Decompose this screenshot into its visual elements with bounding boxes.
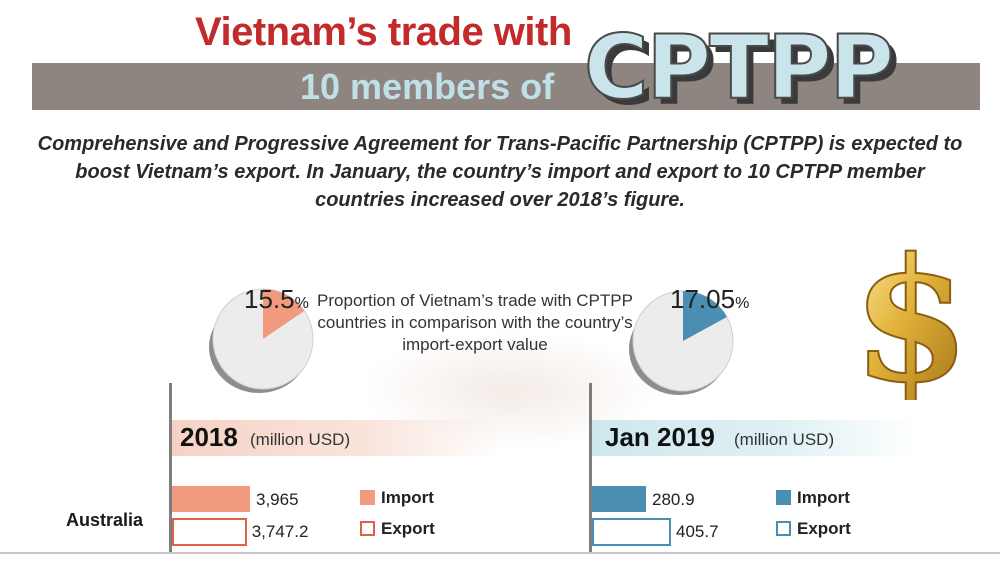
legend-swatch-2018-export bbox=[360, 521, 375, 536]
legend-swatch-2018-import bbox=[360, 490, 375, 505]
pie-unit-2018: % bbox=[294, 295, 309, 312]
legend-text-2018-export: Export bbox=[381, 519, 435, 538]
cptpp-heading-shadow: CPTPP bbox=[590, 22, 898, 116]
bar-label-2018-export: 3,747.2 bbox=[251, 522, 309, 541]
pie-unit-jan-2019: % bbox=[735, 295, 750, 312]
dollar-sign-icon: $ bbox=[851, 220, 971, 400]
proportion-note: Proportion of Vietnam’s trade with CPTPP… bbox=[317, 291, 633, 354]
period-unit-2018: (million USD) bbox=[250, 430, 351, 449]
title-line-1: Vietnam’s trade with bbox=[195, 10, 572, 54]
period-band-2018 bbox=[170, 420, 500, 456]
pie-chart-jan-2019 bbox=[629, 290, 734, 395]
pie-label-2018: 15.5% bbox=[244, 284, 309, 315]
legend-text-jan-2019-export: Export bbox=[797, 519, 851, 538]
period-title-2018: 2018 bbox=[180, 422, 238, 452]
pie-value-2018: 15.5 bbox=[244, 284, 295, 314]
cptpp-heading: CPTPP CPTPP bbox=[584, 16, 900, 116]
bar-jan-2019-import bbox=[592, 486, 646, 512]
bar-jan-2019-export bbox=[592, 518, 671, 546]
axis-line-jan-2019 bbox=[589, 383, 592, 553]
bottom-rule bbox=[0, 552, 1000, 554]
title-band bbox=[32, 63, 980, 110]
cptpp-heading-text: CPTPP bbox=[584, 16, 892, 116]
pie-value-jan-2019: 17.05 bbox=[670, 284, 736, 314]
axis-line-2018 bbox=[169, 383, 172, 553]
bar-2018-import bbox=[172, 486, 250, 512]
period-unit-jan-2019: (million USD) bbox=[734, 430, 835, 449]
legend-swatch-jan-2019-import bbox=[776, 490, 791, 505]
legend-text-2018-import: Import bbox=[381, 488, 434, 507]
pie-slice-jan-2019 bbox=[683, 291, 727, 341]
bar-label-jan-2019-export: 405.7 bbox=[675, 522, 719, 541]
bar-2018-export bbox=[172, 518, 247, 546]
pie-label-jan-2019: 17.05% bbox=[670, 284, 749, 315]
bar-label-2018-import: 3,965 bbox=[256, 490, 299, 509]
intro-paragraph: Comprehensive and Progressive Agreement … bbox=[37, 133, 963, 211]
legend-text-jan-2019-import: Import bbox=[797, 488, 850, 507]
period-band-jan-2019 bbox=[590, 420, 920, 456]
country-label: Australia bbox=[66, 510, 144, 530]
pie-slice-2018 bbox=[263, 289, 305, 339]
title-line-2: 10 members of bbox=[300, 66, 555, 107]
period-title-jan-2019: Jan 2019 bbox=[605, 422, 715, 452]
svg-text:$: $ bbox=[852, 221, 970, 400]
legend-swatch-jan-2019-export bbox=[776, 521, 791, 536]
pie-chart-2018 bbox=[209, 288, 314, 393]
bar-label-jan-2019-import: 280.9 bbox=[652, 490, 695, 509]
